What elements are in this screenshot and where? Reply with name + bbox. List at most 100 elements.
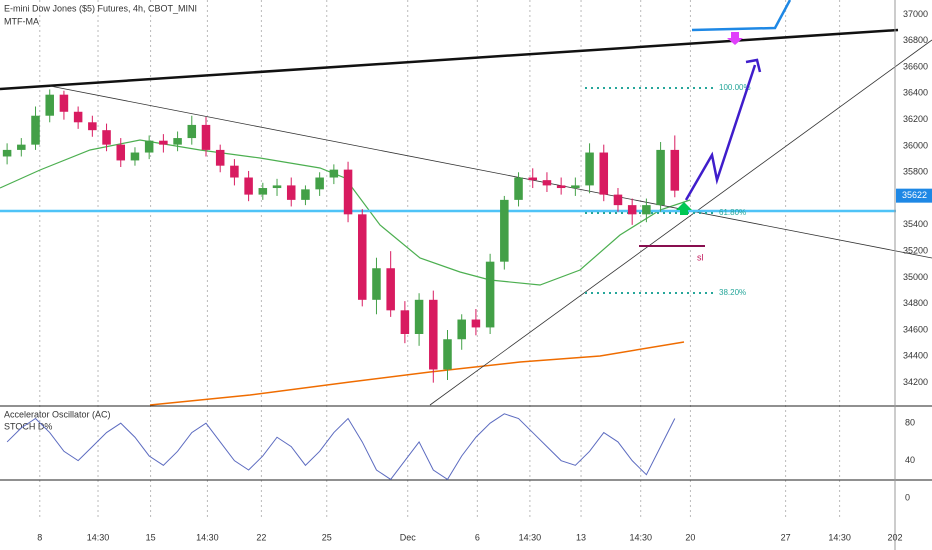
- candle-body: [556, 185, 566, 189]
- x-tick-label: 14:30: [828, 532, 851, 542]
- signal-arrow-up: [676, 202, 692, 215]
- oscillator-tick-label: 0: [905, 493, 910, 503]
- x-tick-label: 27: [781, 532, 791, 542]
- candle-body: [670, 149, 680, 191]
- x-tick-label: 13: [576, 532, 586, 542]
- x-tick-label: 14:30: [87, 532, 110, 542]
- candle-body: [485, 261, 495, 328]
- candle-body: [613, 194, 623, 206]
- candle-body: [144, 140, 154, 153]
- oscillator-label: Accelerator Oscillator (AC): [4, 409, 111, 419]
- candle-body: [130, 152, 140, 161]
- x-tick-label: 15: [146, 532, 156, 542]
- candle-body: [656, 149, 665, 206]
- candle-body: [201, 124, 211, 150]
- candle-body: [301, 189, 310, 200]
- y-tick-label: 34600: [903, 324, 928, 334]
- candle-body: [73, 111, 83, 123]
- candle-body: [571, 185, 580, 189]
- x-tick-label: 20: [685, 532, 695, 542]
- y-tick-label: 37000: [903, 9, 928, 19]
- y-tick-label: 35400: [903, 219, 928, 229]
- y-tick-label: 34200: [903, 377, 928, 387]
- trend-line: [0, 28, 899, 91]
- fib-label: 100.00%: [719, 83, 751, 92]
- candle-body: [102, 130, 111, 145]
- candle-body: [244, 177, 253, 195]
- last-price-tag: [896, 188, 932, 203]
- candles: [2, 89, 680, 383]
- candle-body: [272, 185, 282, 189]
- candle-body: [500, 199, 509, 262]
- x-tick-label: Dec: [400, 532, 417, 542]
- x-tick-label: 14:30: [196, 532, 219, 542]
- oscillator-label: STOCH D%: [4, 421, 52, 431]
- chart-title: E-mini Dow Jones ($5) Futures, 4h, CBOT_…: [4, 3, 197, 13]
- candle-body: [31, 115, 40, 145]
- candle-body: [429, 299, 438, 370]
- candle-body: [116, 144, 126, 161]
- trend-line: [49, 85, 932, 259]
- candle-body: [627, 205, 637, 215]
- oscillator-tick-label: 80: [905, 418, 915, 428]
- x-tick-label: 14:30: [629, 532, 652, 542]
- candle-body: [443, 339, 452, 370]
- candle-body: [173, 138, 182, 145]
- candle-body: [358, 214, 367, 300]
- candle-body: [599, 152, 609, 195]
- y-tick-label: 34800: [903, 298, 928, 308]
- moving-average-long: [149, 341, 685, 406]
- indicator-label: MTF-MA: [4, 16, 39, 26]
- candle-body: [471, 319, 481, 328]
- candle-body: [258, 188, 268, 195]
- oscillator-line: [6, 413, 676, 481]
- x-tick-label: 22: [256, 532, 266, 542]
- candle-body: [17, 144, 26, 150]
- y-tick-label: 35000: [903, 272, 928, 282]
- candle-body: [457, 319, 466, 340]
- last-price-label: 35622: [902, 190, 927, 200]
- candle-body: [343, 169, 353, 215]
- y-tick-label: 36600: [903, 61, 928, 71]
- y-tick-label: 34400: [903, 351, 928, 361]
- candle-body: [386, 268, 395, 311]
- candle-body: [514, 177, 523, 200]
- candle-body: [528, 177, 537, 181]
- candle-body: [286, 185, 296, 200]
- candle-body: [45, 94, 54, 116]
- y-tick-label: 36200: [903, 114, 928, 124]
- candle-body: [215, 149, 225, 166]
- trend-line: [429, 39, 932, 406]
- y-tick-label: 36000: [903, 140, 928, 150]
- fib-label: 38.20%: [719, 288, 746, 297]
- candle-body: [2, 149, 12, 157]
- y-tick-label: 36400: [903, 88, 928, 98]
- stop-label: sl: [697, 252, 704, 262]
- candle-body: [414, 299, 424, 334]
- y-tick-label: 36800: [903, 35, 928, 45]
- x-tick-label: 8: [37, 532, 42, 542]
- y-tick-label: 35200: [903, 246, 928, 256]
- arrow-head: [745, 58, 762, 73]
- x-tick-label: 25: [322, 532, 332, 542]
- x-tick-label: 202: [887, 532, 902, 542]
- candle-body: [159, 140, 168, 145]
- candle-body: [372, 268, 381, 300]
- candle-body: [400, 310, 410, 334]
- candle-body: [315, 177, 324, 190]
- signal-arrow-down: [727, 32, 743, 45]
- moving-average: [0, 139, 691, 286]
- candle-body: [187, 124, 197, 139]
- candle-body: [59, 94, 69, 112]
- x-tick-label: 6: [475, 532, 480, 542]
- candle-body: [329, 169, 339, 178]
- candle-body: [230, 165, 239, 178]
- projection-arrow: [684, 64, 757, 201]
- candle-body: [542, 180, 552, 186]
- fib-label: 61.80%: [719, 208, 746, 217]
- target-line: [691, 0, 792, 32]
- x-tick-label: 14:30: [519, 532, 542, 542]
- candle-body: [585, 152, 594, 186]
